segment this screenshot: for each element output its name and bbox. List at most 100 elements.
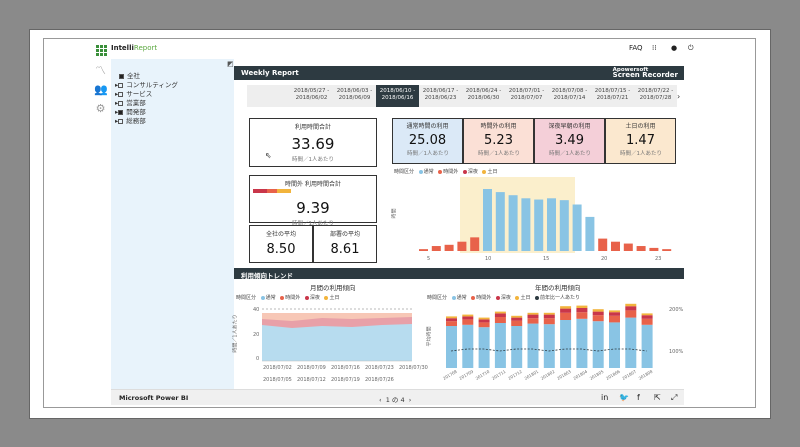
user-icon[interactable]: ● — [671, 44, 678, 52]
app-logo-icon — [96, 45, 107, 56]
tree-item[interactable]: 全社 — [119, 72, 140, 80]
powerbi-footer: Microsoft Power BI ‹ 1 の 4 › in 🐦 f ⇱ ⤢ — [111, 389, 684, 405]
date-range-option[interactable]: 2018/07/08 -2018/07/14 — [551, 88, 588, 101]
xtick: 2018/07/30 — [399, 365, 428, 371]
faq-link[interactable]: FAQ — [629, 44, 643, 52]
yearly-bar — [478, 327, 490, 368]
monthly-legend: 時間区分 通常 時間外 深夜 土日 — [236, 295, 340, 301]
company-avg-card: 全社の平均 8.50 — [249, 225, 313, 263]
share-icon[interactable]: ⇱ — [654, 393, 661, 402]
date-range-option[interactable]: 2018/06/17 -2018/06/23 — [422, 88, 459, 101]
hourly-bar — [598, 238, 608, 251]
yearly-bar — [625, 303, 637, 307]
yearly-bar — [462, 316, 474, 320]
mouse-cursor-icon: ⇖ — [265, 151, 272, 160]
yearly-bar — [446, 316, 457, 319]
yearly-xtick: 201711 — [491, 369, 507, 381]
yearly-legend: 時間区分 通常 時間外 深夜 土日 前年比一人あたり — [427, 295, 581, 301]
date-range-option[interactable]: 2018/07/22 -2018/07/28 — [637, 88, 674, 101]
ytick: 0 — [256, 356, 260, 362]
hourly-bar — [521, 198, 531, 251]
hourly-bar — [483, 189, 492, 251]
date-range-option[interactable]: 2018/07/15 -2018/07/21 — [594, 88, 631, 101]
yearly-bar — [446, 318, 457, 322]
yearly-bar — [543, 324, 555, 368]
hourly-xtick: 10 — [485, 256, 491, 262]
yearly-bar — [527, 312, 539, 315]
hourly-bar — [495, 192, 505, 251]
yearly-xtick: 201712 — [507, 369, 523, 381]
yearly-bar — [625, 317, 637, 368]
powerbi-brand: Microsoft Power BI — [119, 394, 189, 402]
yearly-bar — [511, 326, 523, 368]
hourly-bar — [636, 246, 646, 251]
xtick: 2018/07/09 — [297, 365, 326, 371]
power-icon[interactable]: ⏻ — [688, 44, 694, 52]
yearly-bar — [543, 312, 555, 315]
tree-item[interactable]: ▸ 営業部 — [115, 99, 146, 107]
yearly-bar — [609, 310, 620, 313]
users-icon[interactable]: 👥 — [94, 83, 108, 96]
page-navigator[interactable]: ‹ 1 の 4 › — [379, 396, 412, 404]
yearly-bar — [576, 318, 588, 368]
hourly-bar — [419, 249, 428, 251]
yearly-xtick: 201708 — [442, 369, 458, 381]
yearly-bar — [592, 309, 604, 312]
yoy-line — [450, 348, 647, 352]
collapse-icon[interactable]: ◩ — [227, 60, 234, 68]
date-range-option[interactable]: 2018/06/10 -2018/06/16 — [376, 85, 419, 107]
hourly-xtick: 23 — [655, 256, 661, 262]
yearly-bar — [641, 318, 653, 325]
tree-item[interactable]: ▸ 総務部 — [115, 117, 146, 125]
yearly-bar — [576, 308, 588, 313]
date-range-option[interactable]: 2018/07/01 -2018/07/07 — [508, 88, 545, 101]
yearly-xtick: 201803 — [556, 369, 572, 381]
date-range-option[interactable]: 2018/06/03 -2018/06/09 — [336, 88, 373, 101]
total-hours-card: 利用時間合計 33.69 時間／1人あたり — [249, 118, 377, 167]
hourly-bar — [457, 241, 467, 251]
yearly-xtick: 201709 — [458, 369, 474, 381]
yearly-bar — [478, 319, 490, 323]
yearly-bar — [494, 317, 506, 323]
yearly-xtick: 201710 — [475, 369, 491, 381]
twitter-icon[interactable]: 🐦 — [619, 393, 629, 402]
date-range-option[interactable]: 2018/05/27 -2018/06/02 — [293, 88, 330, 101]
yearly-bar — [560, 320, 572, 368]
date-range-option[interactable]: 2018/06/24 -2018/06/30 — [465, 88, 502, 101]
kpi-normal: 通常時間の利用 25.08 時間／1人あたり — [392, 118, 463, 164]
recorder-watermark: Apowersoft Screen Recorder — [612, 67, 678, 79]
chart-icon[interactable]: 〽 — [95, 64, 106, 77]
facebook-icon[interactable]: f — [637, 393, 640, 402]
hourly-bar — [662, 249, 672, 251]
yearly-xtick: 201805 — [589, 369, 605, 381]
xtick: 2018/07/05 — [263, 377, 292, 383]
right-tick: 100% — [669, 349, 684, 355]
yearly-bar — [592, 321, 604, 368]
fullscreen-icon[interactable]: ⤢ — [671, 393, 678, 402]
yearly-bar — [511, 315, 523, 318]
kpi-weekend: 土日の利用 1.47 時間／1人あたり — [605, 118, 676, 164]
xtick: 2018/07/12 — [297, 377, 326, 383]
yearly-ylabel: 平均時間 — [426, 326, 433, 347]
gear-icon[interactable]: ⚙ — [95, 102, 106, 115]
yearly-bar — [560, 308, 572, 313]
hourly-bar — [508, 195, 518, 251]
chevron-right-icon[interactable]: › — [677, 92, 681, 101]
yearly-xtick: 201808 — [638, 369, 654, 381]
yearly-bar — [446, 321, 457, 326]
yearly-bar — [592, 311, 604, 316]
trend-section-header: 利用傾向トレンド — [234, 268, 684, 280]
yearly-xtick: 201807 — [621, 369, 637, 381]
linkedin-icon[interactable]: in — [601, 393, 609, 402]
yearly-bar — [462, 314, 474, 317]
tree-item[interactable]: ▸ サービス — [115, 90, 153, 98]
hourly-xtick: 20 — [601, 256, 607, 262]
hourly-bar — [623, 243, 633, 251]
xtick: 2018/07/26 — [365, 377, 394, 383]
tree-item[interactable]: ▸ コンサルティング — [115, 81, 178, 89]
apps-icon[interactable]: ⁞⁞ — [652, 44, 657, 52]
tree-item[interactable]: ▸ 開発部 — [115, 108, 146, 116]
monthly-chart — [262, 308, 412, 362]
yearly-chart: 201708 201709 201710 201711 201712 201801 2018… — [442, 303, 654, 381]
hourly-bar — [547, 198, 556, 251]
